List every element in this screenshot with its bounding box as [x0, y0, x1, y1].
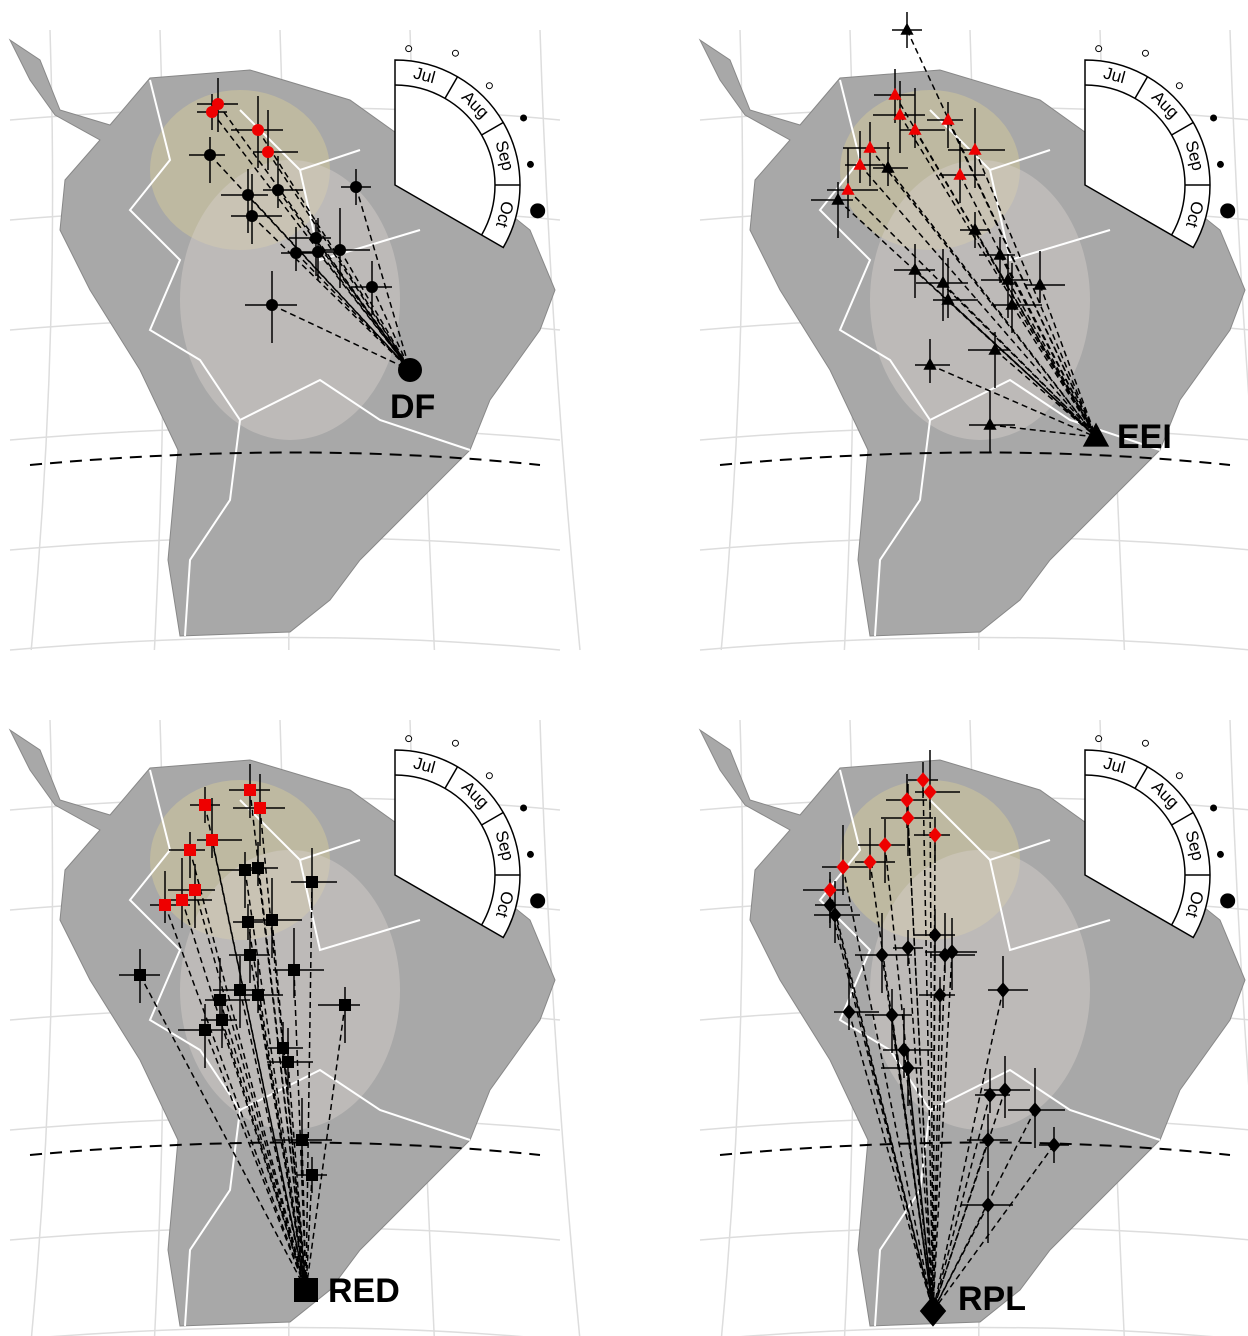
marker	[296, 1134, 308, 1146]
marker	[199, 799, 211, 811]
phase-dot	[1217, 851, 1223, 857]
marker	[134, 969, 146, 981]
marker	[262, 146, 274, 158]
phase-dot	[1176, 83, 1182, 89]
marker	[184, 844, 196, 856]
phase-dot	[1096, 736, 1102, 742]
marker	[206, 834, 218, 846]
figure: DFJulAugSepOctEEIJulAugSepOctREDJulAugSe…	[0, 0, 1248, 1336]
graticule	[721, 720, 742, 1336]
site-label: RED	[328, 1272, 400, 1310]
graticule	[700, 1328, 1248, 1336]
phase-dot	[1142, 740, 1148, 746]
site-label: RPL	[958, 1280, 1026, 1318]
marker	[277, 1042, 289, 1054]
marker	[266, 914, 278, 926]
marker	[339, 999, 351, 1011]
phase-dot	[1176, 773, 1182, 779]
marker	[350, 181, 362, 193]
marker	[900, 23, 913, 35]
phase-dot	[486, 83, 492, 89]
marker	[239, 864, 251, 876]
graticule	[1230, 30, 1248, 650]
graticule	[1230, 720, 1248, 1336]
phase-dot	[406, 736, 412, 742]
phase-dot	[452, 50, 458, 56]
marker	[306, 876, 318, 888]
map-panel: REDJulAugSepOct	[10, 720, 580, 1336]
graticule	[31, 30, 52, 650]
site-label: EEI	[1117, 418, 1172, 456]
marker	[234, 984, 246, 996]
marker	[254, 802, 266, 814]
phase-dot	[1142, 50, 1148, 56]
marker	[294, 1278, 318, 1302]
phase-dot	[521, 115, 527, 121]
phase-dot	[1221, 204, 1235, 218]
map-panel: DFJulAugSepOct	[10, 30, 580, 650]
marker	[288, 964, 300, 976]
marker	[189, 884, 201, 896]
phase-dot	[521, 805, 527, 811]
marker	[212, 98, 224, 110]
marker	[246, 210, 258, 222]
density-halo	[180, 160, 400, 440]
site-label: DF	[390, 388, 435, 426]
graticule	[31, 720, 52, 1336]
marker	[242, 916, 254, 928]
phase-dot	[452, 740, 458, 746]
marker	[334, 244, 346, 256]
density-halo	[870, 850, 1090, 1130]
marker	[252, 989, 264, 1001]
phase-dot	[1096, 46, 1102, 52]
marker	[398, 358, 422, 382]
marker	[242, 189, 254, 201]
marker	[204, 149, 216, 161]
map-panel: RPLJulAugSepOct	[700, 720, 1248, 1336]
graticule	[10, 1328, 560, 1336]
graticule	[10, 638, 560, 651]
phase-dot	[406, 46, 412, 52]
marker	[272, 184, 284, 196]
phase-dot	[531, 894, 545, 908]
phase-dot	[531, 204, 545, 218]
marker	[366, 281, 378, 293]
marker	[159, 899, 171, 911]
marker	[244, 949, 256, 961]
marker	[244, 784, 256, 796]
marker	[312, 246, 324, 258]
marker	[214, 994, 226, 1006]
phase-dot	[527, 851, 533, 857]
phase-dot	[1211, 115, 1217, 121]
marker	[216, 1014, 228, 1026]
marker	[282, 1056, 294, 1068]
marker	[199, 1024, 211, 1036]
marker	[290, 247, 302, 259]
phase-dot	[1211, 805, 1217, 811]
phase-dot	[1221, 894, 1235, 908]
graticule	[700, 638, 1248, 651]
marker	[252, 862, 264, 874]
marker	[266, 299, 278, 311]
graticule	[721, 30, 742, 650]
marker	[252, 124, 264, 136]
phase-dot	[527, 161, 533, 167]
marker	[306, 1169, 318, 1181]
phase-dot	[1217, 161, 1223, 167]
graticule	[540, 720, 580, 1336]
phase-dot	[486, 773, 492, 779]
graticule	[540, 30, 580, 650]
marker	[310, 232, 322, 244]
marker	[176, 894, 188, 906]
